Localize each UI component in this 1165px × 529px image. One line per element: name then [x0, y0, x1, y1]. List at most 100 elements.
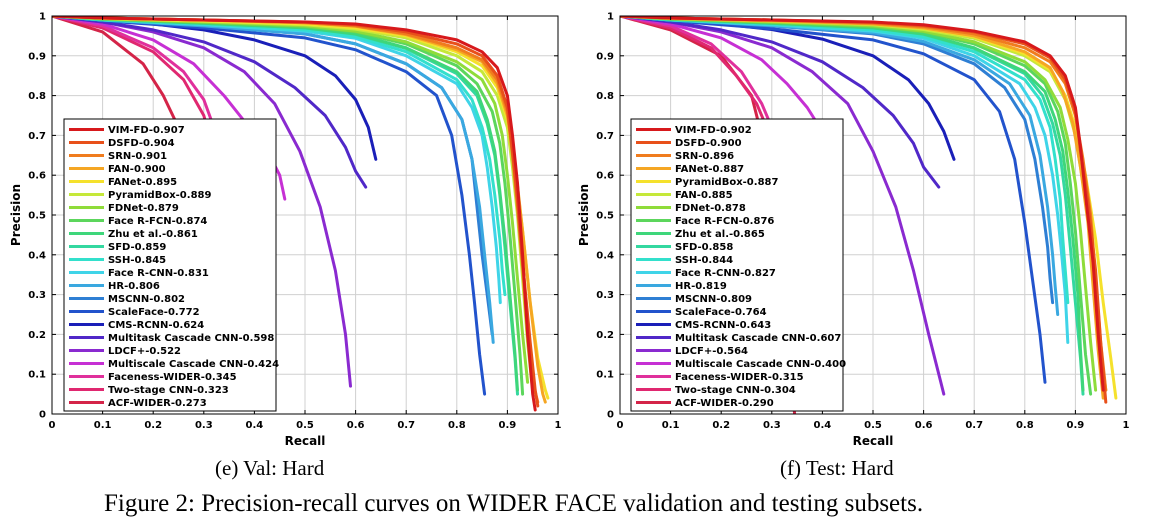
x-tick-label: 0 — [49, 420, 56, 431]
legend-label: Multiscale Cascade CNN-0.400 — [675, 359, 846, 370]
x-tick-label: 0.2 — [712, 420, 730, 431]
y-tick-label: 0.9 — [596, 51, 614, 62]
x-tick-label: 0.9 — [499, 420, 517, 431]
legend-label: SSH-0.844 — [675, 255, 733, 266]
x-tick-label: 0.5 — [296, 420, 314, 431]
legend-label: SSH-0.845 — [108, 255, 166, 266]
legend-label: SRN-0.896 — [675, 151, 734, 162]
chart-0: 0 0.1 0.2 0.3 0.4 0.5 0.6 0.7 0.8 0.9 1 0 0.1 0.2 0.3 0… — [9, 12, 562, 449]
legend-label: Multiscale Cascade CNN-0.424 — [108, 359, 279, 370]
legend-label: DSFD-0.904 — [108, 138, 175, 149]
legend-label: Face R-FCN-0.876 — [675, 216, 774, 227]
y-tick-label: 0.9 — [28, 51, 46, 62]
series-line — [52, 16, 487, 396]
x-axis-label: Recall — [853, 434, 894, 448]
legend-label: CMS-RCNN-0.643 — [675, 320, 771, 331]
y-tick-label: 0.5 — [28, 211, 46, 222]
chart-1: 0 0.1 0.2 0.3 0.4 0.5 0.6 0.7 0.8 0.9 1 0 0.1 0.2 0.3 0… — [577, 12, 1130, 449]
y-tick-label: 0 — [607, 410, 614, 421]
legend-label: Faceness-WIDER-0.315 — [675, 372, 804, 383]
legend-label: Two-stage CNN-0.323 — [108, 385, 229, 396]
y-tick-label: 0.2 — [596, 330, 614, 341]
legend-label: FDNet-0.878 — [675, 203, 746, 214]
legend-label: Faceness-WIDER-0.345 — [108, 372, 237, 383]
legend-label: LDCF+-0.522 — [108, 346, 181, 357]
x-tick-label: 0.4 — [246, 420, 264, 431]
x-tick-label: 0.7 — [397, 420, 415, 431]
legend-label: PyramidBox-0.889 — [108, 190, 211, 201]
legend-label: Face R-CNN-0.827 — [675, 268, 776, 279]
legend-label: Face R-FCN-0.874 — [108, 216, 207, 227]
y-axis-label: Precision — [577, 184, 591, 246]
y-axis-label: Precision — [9, 184, 23, 246]
legend-label: ScaleFace-0.764 — [675, 307, 767, 318]
legend-label: SRN-0.901 — [108, 151, 167, 162]
x-tick-label: 0.8 — [448, 420, 466, 431]
legend-label: HR-0.806 — [108, 281, 160, 292]
x-tick-label: 1 — [555, 420, 562, 431]
legend-label: ACF-WIDER-0.290 — [675, 398, 774, 409]
x-axis-label: Recall — [285, 434, 326, 448]
legend-label: CMS-RCNN-0.624 — [108, 320, 204, 331]
series-line — [620, 16, 941, 189]
y-tick-label: 0.6 — [28, 171, 46, 182]
legend-label: VIM-FD-0.902 — [675, 125, 752, 136]
y-tick-label: 0.3 — [596, 290, 614, 301]
x-tick-label: 0.1 — [662, 420, 680, 431]
series-line — [620, 16, 1105, 392]
legend-label: Zhu et al.-0.861 — [108, 229, 198, 240]
x-tick-label: 0 — [617, 420, 624, 431]
legend-label: PyramidBox-0.887 — [675, 177, 778, 188]
legend-label: ACF-WIDER-0.273 — [108, 398, 207, 409]
x-tick-label: 0.3 — [195, 420, 213, 431]
y-tick-label: 1 — [607, 12, 614, 23]
y-tick-label: 0.7 — [28, 131, 46, 142]
legend-label: VIM-FD-0.907 — [108, 125, 185, 136]
series-group — [620, 16, 1118, 414]
x-tick-label: 1 — [1123, 420, 1130, 431]
y-tick-label: 0.5 — [596, 211, 614, 222]
test-hard-caption: (f) Test: Hard — [780, 456, 894, 480]
x-tick-label: 0.4 — [814, 420, 832, 431]
x-tick-label: 0.1 — [94, 420, 112, 431]
y-tick-label: 1 — [39, 12, 46, 23]
series-line — [620, 16, 946, 396]
legend-label: FANet-0.895 — [108, 177, 177, 188]
series-line — [620, 16, 1047, 384]
x-tick-label: 0.6 — [915, 420, 933, 431]
legend-label: FAN-0.900 — [108, 164, 166, 175]
val-hard-caption: (e) Val: Hard — [215, 456, 325, 480]
y-tick-label: 0.8 — [28, 91, 46, 102]
legend-label: FAN-0.885 — [675, 190, 733, 201]
legend-label: LDCF+-0.564 — [675, 346, 748, 357]
y-tick-label: 0.6 — [596, 171, 614, 182]
y-tick-label: 0.7 — [596, 131, 614, 142]
x-tick-label: 0.6 — [347, 420, 365, 431]
legend-label: Zhu et al.-0.865 — [675, 229, 765, 240]
legend-label: MSCNN-0.809 — [675, 294, 752, 305]
legend-label: SFD-0.859 — [108, 242, 166, 253]
y-tick-label: 0.1 — [596, 370, 614, 381]
legend-label: HR-0.819 — [675, 281, 727, 292]
x-tick-label: 0.2 — [144, 420, 162, 431]
y-tick-label: 0 — [39, 410, 46, 421]
x-tick-label: 0.9 — [1067, 420, 1085, 431]
legend-label: Face R-CNN-0.831 — [108, 268, 209, 279]
legend-label: FDNet-0.879 — [108, 203, 179, 214]
y-tick-label: 0.3 — [28, 290, 46, 301]
series-line — [620, 16, 774, 129]
legend-label: Multitask Cascade CNN-0.598 — [108, 333, 274, 344]
y-tick-label: 0.2 — [28, 330, 46, 341]
legend-label: MSCNN-0.802 — [108, 294, 185, 305]
legend-label: SFD-0.858 — [675, 242, 733, 253]
x-tick-label: 0.5 — [864, 420, 882, 431]
x-tick-label: 0.8 — [1016, 420, 1034, 431]
pr-curves-figure: 0 0.1 0.2 0.3 0.4 0.5 0.6 0.7 0.8 0.9 1 0 0.1 0.2 0.3 0… — [9, 12, 1130, 449]
y-tick-label: 0.4 — [596, 250, 614, 261]
series-line — [620, 16, 769, 129]
y-tick-label: 0.4 — [28, 250, 46, 261]
series-line — [52, 16, 368, 189]
legend-label: DSFD-0.900 — [675, 138, 742, 149]
legend-label: Two-stage CNN-0.304 — [675, 385, 796, 396]
legend-label: Multitask Cascade CNN-0.607 — [675, 333, 841, 344]
